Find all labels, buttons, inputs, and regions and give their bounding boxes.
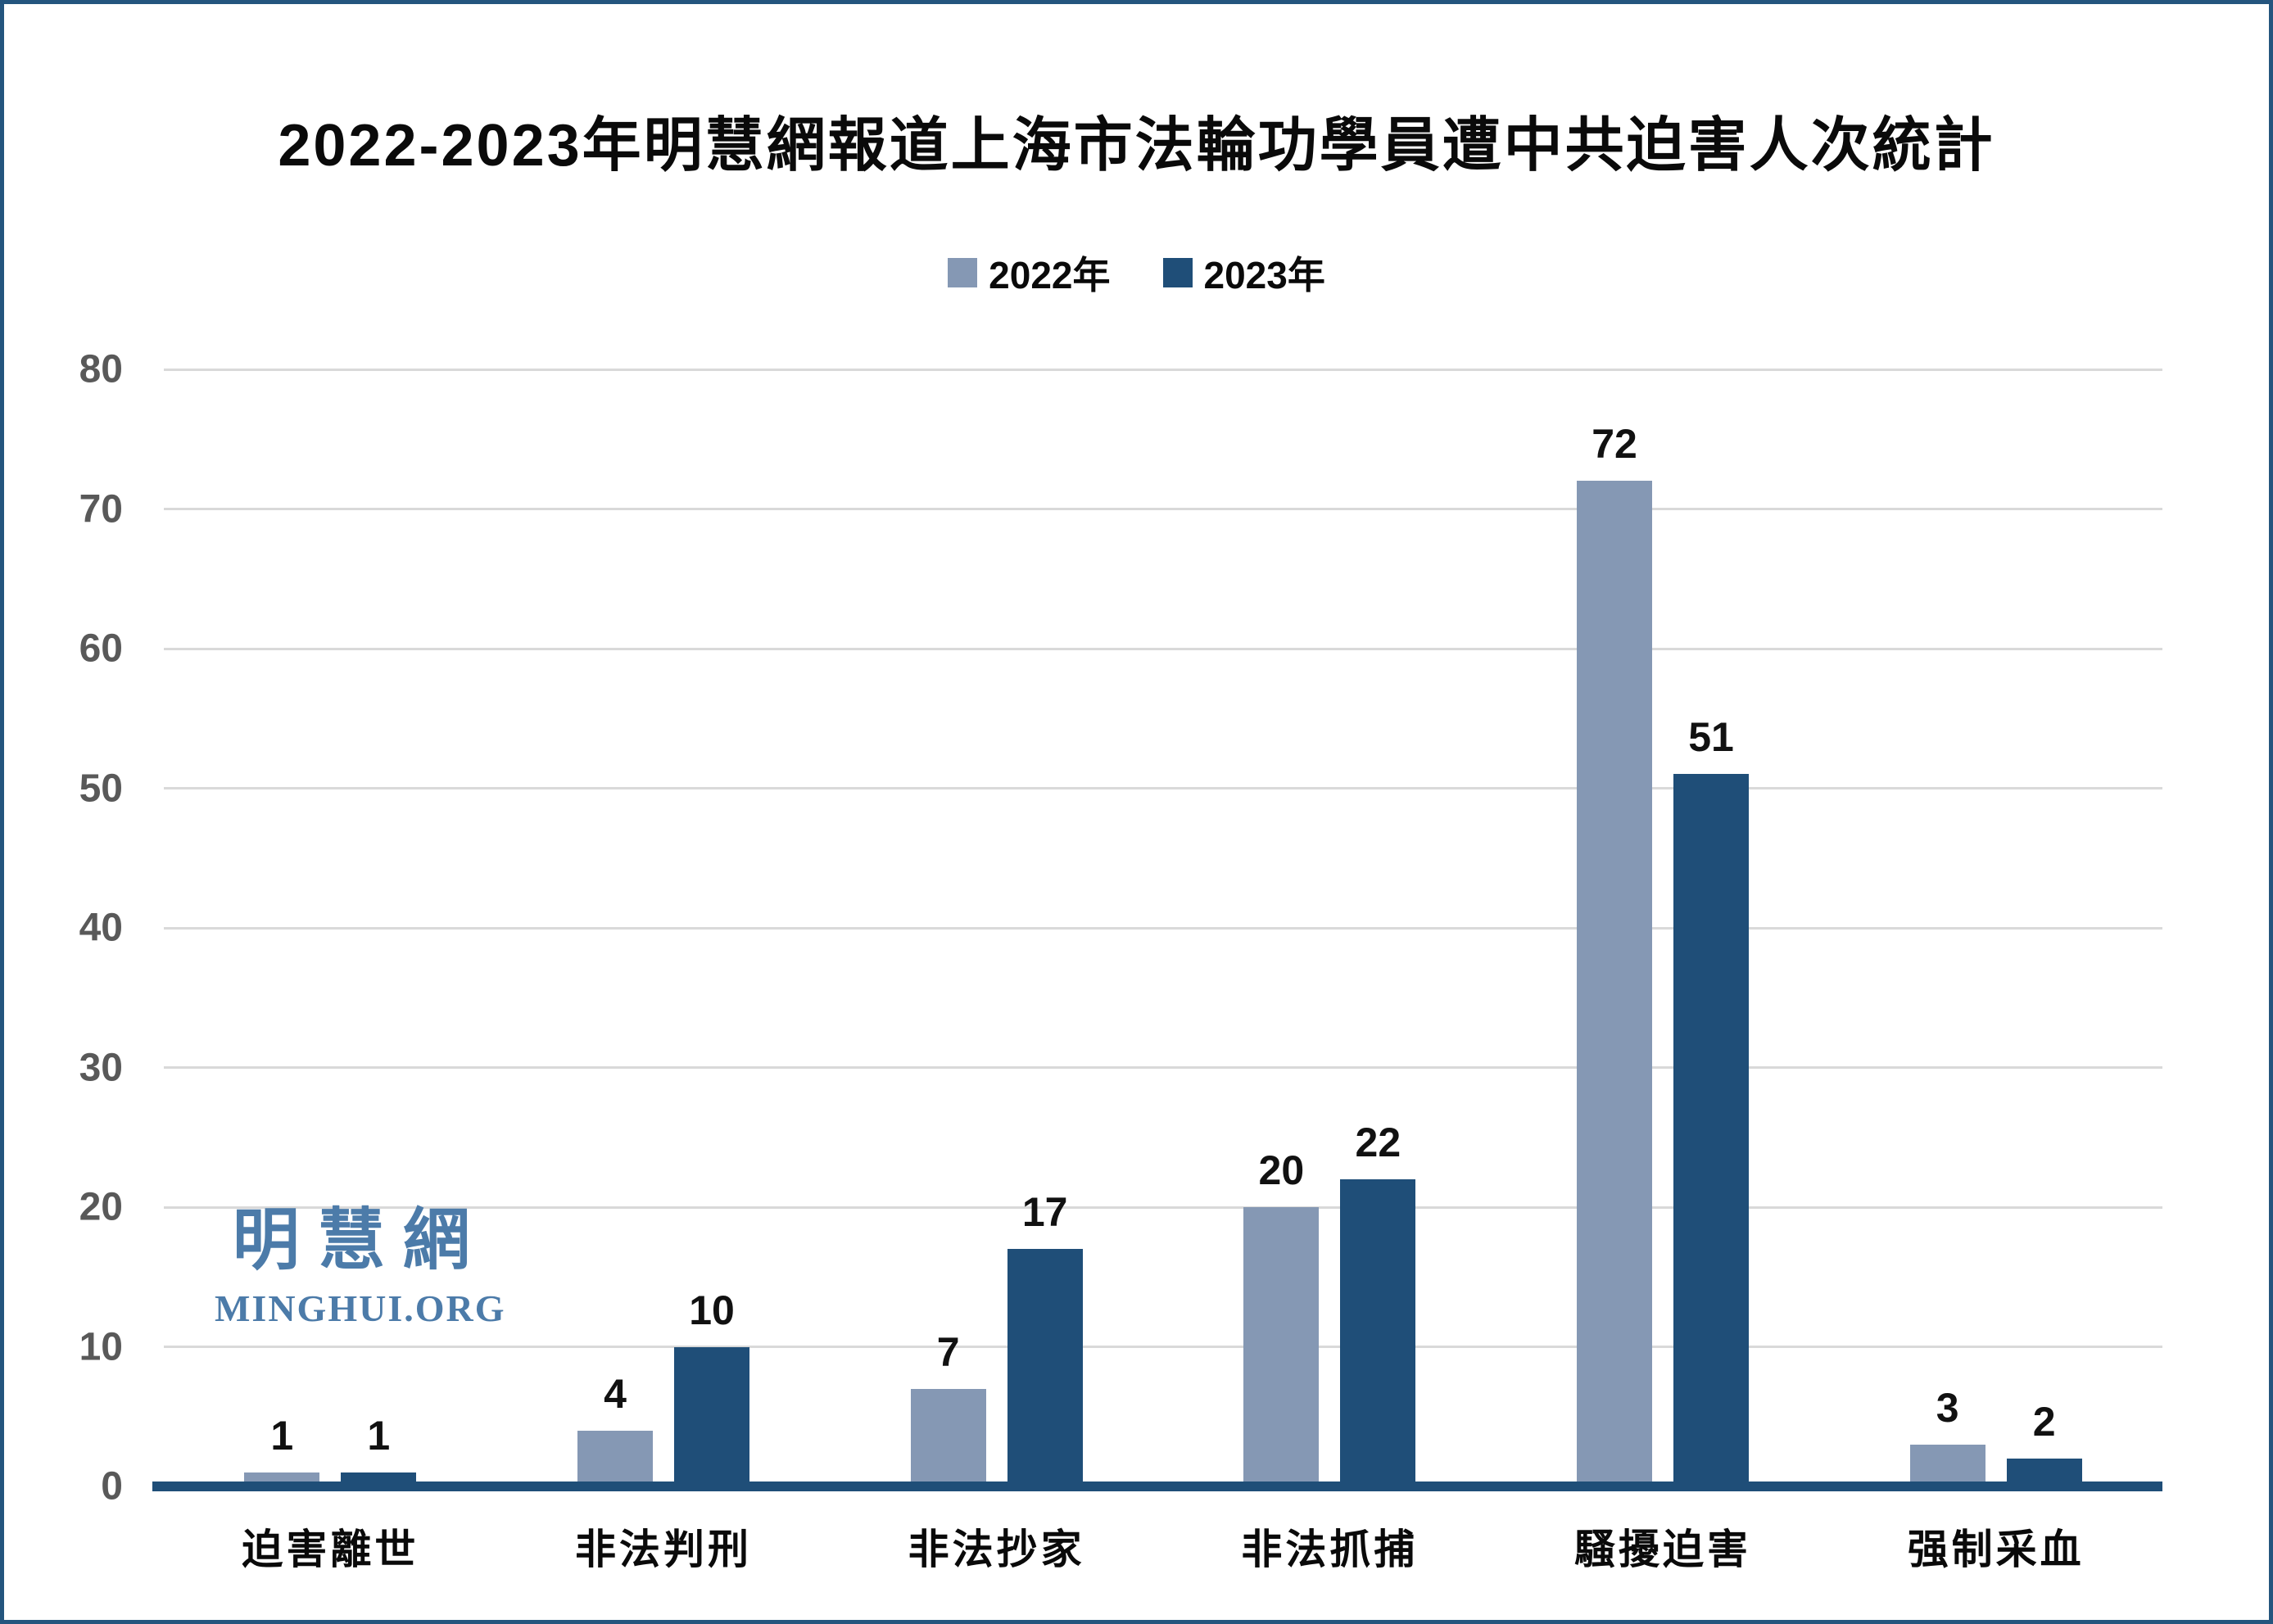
bar-value-label: 1 [367,1412,391,1459]
bar-group-4: 20 22 [1163,369,1496,1486]
bar-group-2: 4 10 [497,369,831,1486]
bar-wrap: 2 [2006,369,2082,1486]
watermark-latin-text: MINGHUI.ORG [215,1287,506,1329]
bar-wrap: 10 [674,369,749,1486]
category-label-5: 騷擾迫害 [1574,1527,1752,1572]
minghui-watermark: 明慧網 MINGHUI.ORG [215,1197,506,1330]
bar-value-label: 72 [1592,421,1637,468]
bar-value-label: 2 [2032,1398,2056,1445]
bar-wrap: 72 [1577,369,1653,1486]
bar-2023年-騷擾迫害 [1673,774,1750,1486]
gridline-10 [164,1346,2162,1348]
bar-wrap: 17 [1007,369,1083,1486]
gridline-20 [164,1206,2162,1209]
legend-item-2023: 2023年 [1162,246,1325,300]
y-tick-label-0: 0 [101,1464,123,1509]
y-tick-label-70: 70 [79,487,123,531]
y-tick-label-80: 80 [79,347,123,391]
bar-value-label: 17 [1021,1189,1068,1236]
bar-value-label: 10 [689,1287,735,1333]
category-label-2: 非法判刑 [575,1527,752,1572]
bar-value-label: 51 [1688,714,1734,761]
legend-swatch-2022 [948,258,978,287]
bar-2022年-非法抓捕 [1243,1207,1320,1486]
bar-wrap: 51 [1673,369,1750,1486]
plot-area: 0 10 20 30 40 50 60 70 80 1 1 4 10 7 17 20 22 72 51 3 2 [79,348,2162,1509]
bar-value-label: 20 [1258,1147,1305,1193]
gridline-70 [164,508,2162,510]
category-label-4: 非法抓捕 [1241,1527,1419,1572]
category-label-3: 非法抄家 [908,1527,1085,1572]
gridline-30 [164,1066,2162,1069]
gridline-50 [164,787,2162,789]
bar-2023年-非法抄家 [1007,1249,1083,1486]
bar-group-5: 72 51 [1496,369,1830,1486]
bar-wrap: 20 [1243,369,1320,1486]
y-tick-label-50: 50 [79,767,123,810]
legend-label-2023: 2023年 [1203,254,1325,296]
bar-value-label: 4 [604,1370,627,1417]
bar-2022年-强制采血 [1909,1444,1985,1486]
bar-2023年-非法抓捕 [1340,1178,1416,1486]
y-tick-label-30: 30 [79,1046,123,1089]
legend-label-2022: 2022年 [989,254,1111,296]
bar-2022年-非法抄家 [910,1388,986,1486]
category-label-6: 强制采血 [1907,1527,2085,1572]
legend-item-2022: 2022年 [948,246,1111,300]
bar-value-label: 22 [1355,1119,1401,1165]
bar-wrap: 22 [1340,369,1416,1486]
x-axis-line [152,1482,2162,1491]
bar-wrap: 3 [1909,369,1985,1486]
bar-value-label: 7 [936,1328,960,1375]
bar-wrap: 7 [910,369,986,1486]
bar-wrap: 4 [577,369,653,1486]
y-tick-label-20: 20 [79,1185,123,1229]
bar-group-3: 7 17 [830,369,1163,1486]
gridline-80 [164,368,2162,371]
y-tick-label-10: 10 [79,1325,123,1368]
watermark-cjk-text: 明慧網 [232,1203,488,1278]
legend-swatch-2023 [1162,258,1193,287]
bar-value-label: 3 [1936,1384,1959,1431]
bar-2022年-騷擾迫害 [1577,481,1653,1486]
chart-title: 2022-2023年明慧網報道上海市法輪功學員遭中共迫害人次統計 [278,113,1995,179]
legend: 2022年 2023年 [0,246,2273,300]
y-tick-label-60: 60 [79,627,123,671]
category-labels: 迫害離世 非法判刑 非法抄家 非法抓捕 騷擾迫害 强制采血 [164,1517,2162,1576]
bar-value-label: 1 [270,1412,294,1459]
bar-2022年-非法判刑 [577,1430,653,1486]
bar-groups: 1 1 4 10 7 17 20 22 72 51 3 2 [164,369,2162,1486]
bar-2023年-非法判刑 [674,1346,749,1486]
gridline-40 [164,926,2162,930]
category-label-1: 迫害離世 [242,1527,419,1572]
y-tick-label-40: 40 [79,906,123,950]
gridline-60 [164,647,2162,650]
